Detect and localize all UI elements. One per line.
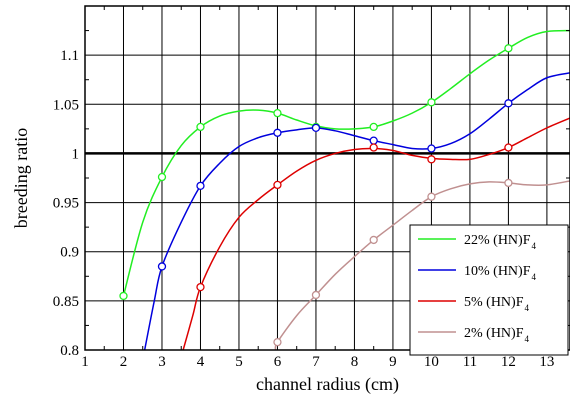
data-point xyxy=(273,108,282,118)
data-point xyxy=(427,144,436,153)
x-tick-label: 12 xyxy=(501,354,516,370)
y-tick-label: 0.85 xyxy=(53,294,79,310)
x-tick-label: 8 xyxy=(351,354,359,370)
data-point xyxy=(157,172,167,182)
data-point xyxy=(196,181,205,191)
series-3 xyxy=(273,178,570,350)
legend-label-subscript: 4 xyxy=(525,303,530,313)
data-point xyxy=(504,143,513,152)
data-point xyxy=(369,143,378,152)
legend-box xyxy=(409,224,569,356)
x-tick-label: 3 xyxy=(158,354,166,370)
x-tick-label: 1 xyxy=(81,354,89,370)
legend-label-subscript: 4 xyxy=(525,334,530,344)
series-2 xyxy=(182,117,570,350)
y-axis-title: breeding ratio xyxy=(11,128,31,228)
y-tick-label: 1.1 xyxy=(60,48,79,64)
series-line xyxy=(274,180,570,350)
x-tick-label: 5 xyxy=(235,354,243,370)
y-tick-label: 1 xyxy=(72,146,80,162)
legend-label-subscript: 4 xyxy=(532,272,537,282)
y-tick-label: 0.9 xyxy=(60,245,79,261)
series-line xyxy=(122,29,570,297)
legend-label-subscript: 4 xyxy=(532,241,537,251)
data-point xyxy=(504,99,513,108)
data-point xyxy=(196,282,205,292)
x-tick-label: 4 xyxy=(197,354,205,370)
series-layer xyxy=(119,29,570,350)
legend-label: 5% (HN)F xyxy=(464,295,524,310)
y-tick-label: 0.95 xyxy=(53,196,79,212)
data-point xyxy=(273,180,282,190)
data-point xyxy=(369,235,378,245)
x-tick-label: 7 xyxy=(312,354,320,370)
series-0 xyxy=(119,29,570,301)
series-line xyxy=(182,117,570,350)
legend-label: 2% (HN)F xyxy=(464,326,524,341)
data-point xyxy=(196,122,205,132)
x-tick-label: 11 xyxy=(463,354,477,370)
data-point xyxy=(311,123,321,133)
x-tick-label: 10 xyxy=(424,354,439,370)
data-point xyxy=(273,128,282,137)
series-1 xyxy=(143,72,570,350)
data-point xyxy=(504,178,513,188)
y-tick-label: 1.05 xyxy=(53,97,79,113)
data-point xyxy=(157,262,167,271)
legend-label: 22% (HN)F xyxy=(464,233,531,248)
data-point xyxy=(311,290,321,300)
x-tick-label: 2 xyxy=(120,354,128,370)
x-tick-label: 6 xyxy=(274,354,282,370)
y-tick-label: 0.8 xyxy=(60,343,79,359)
x-axis-title: channel radius (cm) xyxy=(256,374,399,395)
data-point xyxy=(369,122,378,132)
data-point xyxy=(504,44,513,53)
data-point xyxy=(427,98,436,107)
x-tick-label: 13 xyxy=(539,354,554,370)
x-tick-label: 9 xyxy=(389,354,397,370)
data-point xyxy=(273,337,282,347)
data-point xyxy=(427,192,436,201)
data-point xyxy=(119,291,128,301)
data-point xyxy=(427,155,436,164)
data-point xyxy=(369,136,378,145)
legend: 22% (HN)F 410% (HN)F 45% (HN)F 42% (HN)F 4 xyxy=(409,224,569,356)
legend-label: 10% (HN)F xyxy=(464,264,531,279)
